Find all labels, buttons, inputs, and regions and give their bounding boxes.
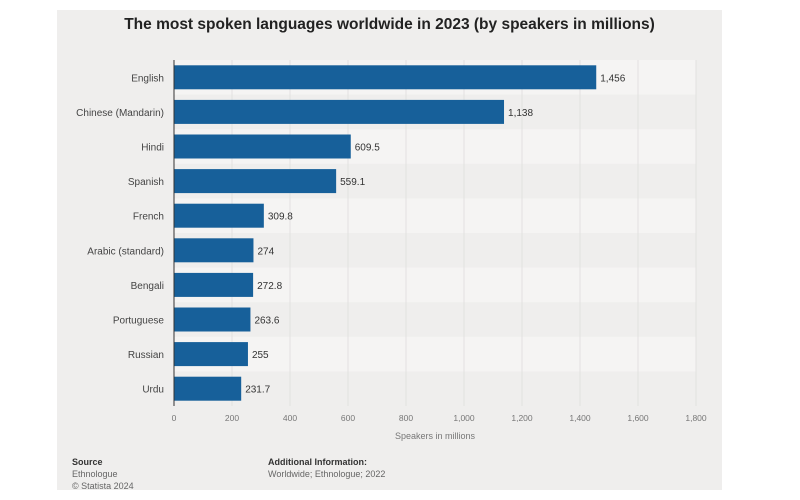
- bar: [174, 99, 505, 124]
- x-tick-label: 1,800: [685, 413, 707, 423]
- source-label: Source: [72, 457, 103, 467]
- data-label: 1,456: [600, 73, 625, 84]
- bar: [174, 307, 251, 332]
- category-label: Bengali: [131, 281, 164, 292]
- x-tick-label: 1,400: [569, 413, 591, 423]
- row-band: [174, 267, 696, 303]
- category-label: Arabic (standard): [87, 246, 164, 257]
- chart-title: The most spoken languages worldwide in 2…: [124, 16, 655, 33]
- data-label: 274: [257, 246, 274, 257]
- bar: [174, 203, 264, 228]
- bar: [174, 238, 254, 263]
- source-block: Source Ethnologue © Statista 2024: [72, 456, 134, 492]
- x-tick-label: 200: [225, 413, 239, 423]
- category-label: English: [131, 73, 164, 84]
- x-tick-label: 1,000: [453, 413, 475, 423]
- info-label: Additional Information:: [268, 457, 367, 467]
- x-tick-label: 1,600: [627, 413, 649, 423]
- category-label: Hindi: [141, 143, 164, 154]
- x-tick-label: 800: [399, 413, 413, 423]
- category-label: Portuguese: [113, 316, 165, 327]
- category-label: Chinese (Mandarin): [76, 108, 164, 119]
- copyright-text: © Statista 2024: [72, 481, 134, 491]
- x-tick-label: 600: [341, 413, 355, 423]
- x-tick-label: 0: [172, 413, 177, 423]
- row-band: [174, 336, 696, 372]
- data-label: 559.1: [340, 177, 365, 188]
- category-label: Russian: [128, 350, 164, 361]
- x-tick-label: 400: [283, 413, 297, 423]
- bar: [174, 169, 337, 194]
- category-label: Spanish: [128, 177, 164, 188]
- data-label: 255: [252, 350, 269, 361]
- x-axis-title: Speakers in millions: [395, 431, 476, 441]
- bar: [174, 342, 248, 367]
- x-tick-label: 1,200: [511, 413, 533, 423]
- category-label: Urdu: [142, 385, 164, 396]
- additional-info-block: Additional Information: Worldwide; Ethno…: [268, 456, 385, 480]
- bar: [174, 65, 597, 90]
- bar: [174, 134, 351, 159]
- category-label: French: [133, 212, 164, 223]
- bar: [174, 376, 242, 401]
- data-label: 272.8: [257, 281, 282, 292]
- data-label: 309.8: [268, 212, 293, 223]
- info-text: Worldwide; Ethnologue; 2022: [268, 469, 386, 479]
- source-text: Ethnologue: [72, 469, 118, 479]
- data-label: 231.7: [245, 385, 270, 396]
- data-label: 1,138: [508, 108, 533, 119]
- bar: [174, 272, 254, 297]
- data-label: 263.6: [254, 316, 279, 327]
- data-label: 609.5: [355, 143, 380, 154]
